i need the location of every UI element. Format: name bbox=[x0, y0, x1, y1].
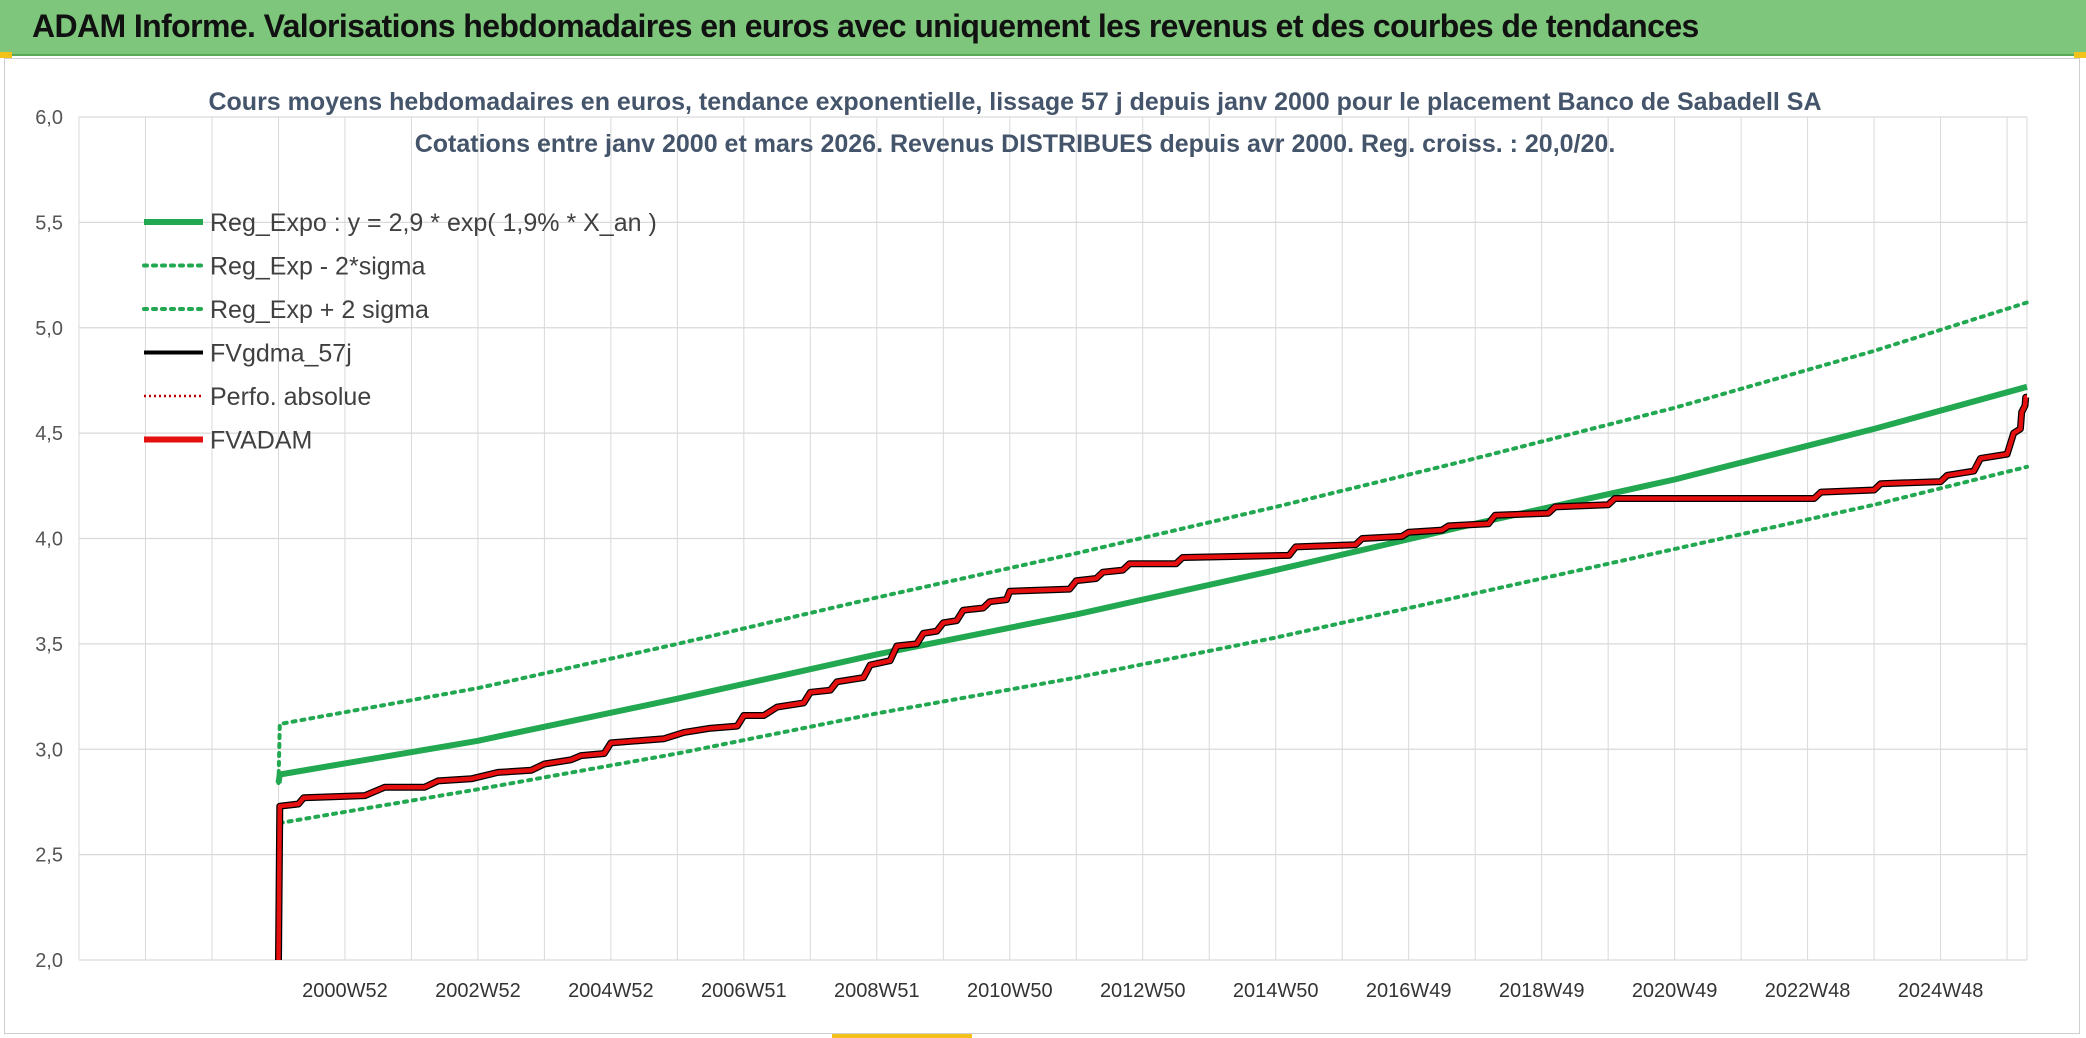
x-tick-label: 2016W49 bbox=[1366, 980, 1452, 1002]
series-line-fvadam bbox=[276, 395, 2028, 961]
corner-marker-right bbox=[2074, 52, 2086, 58]
y-tick-label: 5,0 bbox=[35, 318, 63, 340]
series-line-fvgdma-57j bbox=[275, 393, 2030, 961]
x-tick-label: 2006W51 bbox=[701, 980, 787, 1002]
x-tick-label: 2014W50 bbox=[1233, 980, 1319, 1002]
legend-entry: Reg_Expo : y = 2,9 * exp( 1,9% * X_an ) bbox=[210, 209, 657, 237]
x-tick-label: 2010W50 bbox=[967, 980, 1053, 1002]
x-tick-label: 2000W52 bbox=[302, 980, 388, 1002]
report-header: ADAM Informe. Valorisations hebdomadaire… bbox=[0, 0, 2086, 56]
chart-area: 2,0 2,5 3,0 3,5 4,0 4,5 5,0 5,5 6,0 2000W52 2002W5… bbox=[4, 58, 2080, 1034]
x-tick-label: 2022W48 bbox=[1765, 980, 1851, 1002]
grid-layer: 2,0 2,5 3,0 3,5 4,0 4,5 5,0 5,5 6,0 2000W52 2002W5… bbox=[35, 107, 2028, 1002]
series-line-reg-exp-2-sigma bbox=[276, 300, 2029, 785]
bottom-marker bbox=[832, 1033, 972, 1038]
chart-title-line2: Cotations entre janv 2000 et mars 2026. … bbox=[415, 130, 1616, 158]
legend-entry: Reg_Exp - 2*sigma bbox=[210, 253, 425, 281]
series-line-reg-expo bbox=[275, 383, 2028, 784]
x-tick-label: 2012W50 bbox=[1100, 980, 1186, 1002]
y-tick-label: 4,0 bbox=[35, 529, 63, 551]
x-tick-label: 2024W48 bbox=[1898, 980, 1984, 1002]
legend-entry: Perfo. absolue bbox=[210, 383, 371, 411]
y-tick-label: 4,5 bbox=[35, 423, 63, 445]
chart-title-line1: Cours moyens hebdomadaires en euros, ten… bbox=[208, 88, 1821, 116]
corner-marker-left bbox=[0, 52, 12, 58]
x-tick-label: 2018W49 bbox=[1499, 980, 1585, 1002]
legend: Reg_Expo : y = 2,9 * exp( 1,9% * X_an ) R… bbox=[142, 209, 657, 455]
report-title: ADAM Informe. Valorisations hebdomadaire… bbox=[32, 8, 1699, 44]
y-tick-label: 5,5 bbox=[35, 212, 63, 234]
x-tick-label: 2002W52 bbox=[435, 980, 521, 1002]
y-tick-label: 2,5 bbox=[35, 845, 63, 867]
series-layer bbox=[275, 300, 2030, 961]
legend-entry: FVgdma_57j bbox=[210, 340, 352, 368]
x-tick-label: 2004W52 bbox=[568, 980, 654, 1002]
legend-entry: Reg_Exp + 2 sigma bbox=[210, 296, 429, 324]
x-tick-label: 2008W51 bbox=[834, 980, 920, 1002]
series-line-reg-exp-2-sigma bbox=[277, 464, 2029, 825]
y-tick-label: 3,0 bbox=[35, 739, 63, 761]
legend-entry: FVADAM bbox=[210, 427, 312, 455]
chart-svg: 2,0 2,5 3,0 3,5 4,0 4,5 5,0 5,5 6,0 2000W52 2002W5… bbox=[35, 88, 2030, 1002]
y-tick-label: 6,0 bbox=[35, 107, 63, 129]
y-tick-label: 3,5 bbox=[35, 634, 63, 656]
chart-title: Cours moyens hebdomadaires en euros, ten… bbox=[208, 88, 1821, 158]
x-tick-label: 2020W49 bbox=[1632, 980, 1718, 1002]
y-tick-label: 2,0 bbox=[35, 950, 63, 972]
